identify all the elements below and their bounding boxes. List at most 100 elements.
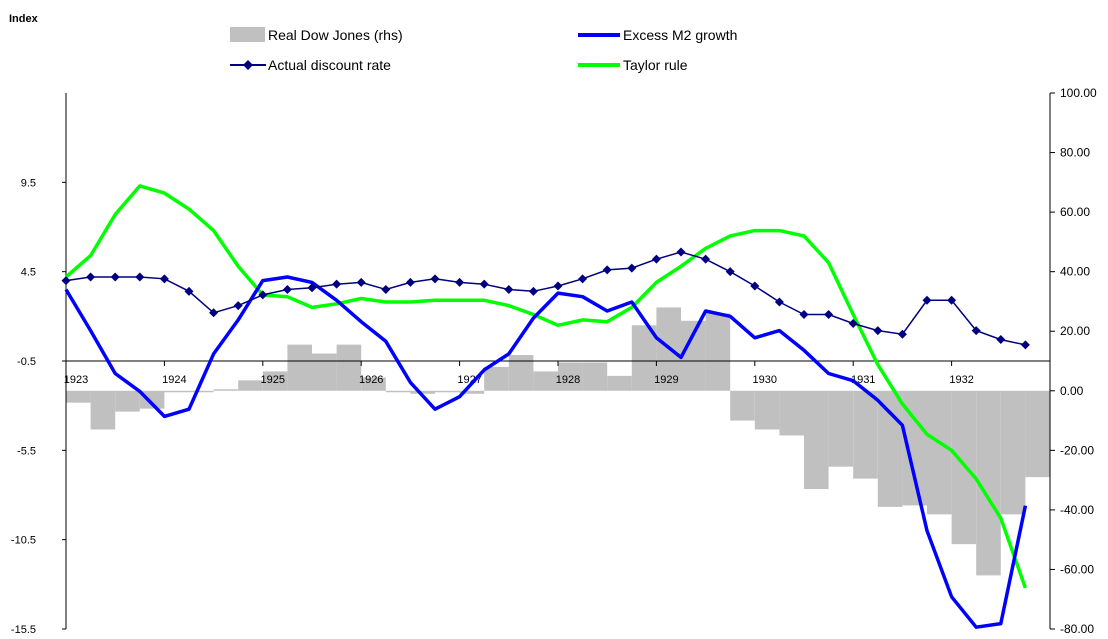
x-tick-label: 1930 [753, 374, 777, 386]
right-tick-label: -80.00 [1060, 622, 1094, 636]
discount-rate-marker [799, 310, 809, 320]
left-tick-label: 4.5 [21, 267, 36, 279]
discount-rate-marker [651, 254, 661, 264]
discount-rate-marker [1020, 340, 1030, 350]
discount-rate-marker [701, 254, 711, 264]
dow-bar [312, 353, 337, 391]
excess-m2-growth-line [64, 275, 1028, 629]
dow-bar [828, 390, 854, 467]
discount-rate-marker [356, 277, 366, 287]
series-lines [61, 184, 1030, 629]
dow-bar [66, 390, 91, 403]
dow-bar [779, 390, 804, 436]
discount-rate-marker [602, 265, 612, 275]
discount-rate-marker [258, 290, 268, 300]
discount-rate-marker [504, 285, 514, 295]
dow-bar [533, 371, 558, 391]
x-tick-label: 1929 [654, 374, 678, 386]
dow-bar [1000, 390, 1026, 515]
left-tick-label: -5.5 [17, 445, 36, 457]
discount-rate-marker [971, 326, 981, 336]
x-tick-label: 1928 [556, 374, 580, 386]
discount-rate-marker [996, 335, 1006, 345]
dow-bar [484, 366, 509, 391]
dow-bar [754, 390, 780, 430]
dow-bar [115, 390, 140, 412]
discount-rate-marker [553, 281, 563, 291]
dow-bar [410, 390, 435, 394]
discount-rate-marker [86, 272, 96, 282]
actual-discount-rate-line [65, 251, 1026, 346]
right-tick-label: 0.00 [1060, 384, 1084, 398]
discount-rate-marker [110, 272, 120, 282]
dow-bar [877, 390, 903, 507]
dow-bar [262, 371, 288, 391]
dow-bar [508, 355, 534, 391]
dow-bar [459, 390, 485, 394]
legend-swatch-dow [230, 27, 265, 42]
right-tick-label: 40.00 [1060, 265, 1090, 279]
left-tick-label: -15.5 [11, 624, 36, 636]
discount-rate-marker [750, 281, 760, 291]
dow-bar [951, 390, 977, 545]
dow-bar [582, 362, 608, 391]
right-tick-label: -20.00 [1060, 443, 1094, 457]
discount-rate-marker [61, 276, 71, 286]
dow-bar [558, 362, 583, 391]
dow-bar [1025, 390, 1050, 478]
discount-rate-marker [824, 310, 834, 320]
left-tick-label: 9.5 [21, 177, 36, 189]
discount-rate-marker [233, 301, 243, 311]
discount-rate-marker [479, 279, 489, 289]
discount-rate-marker [725, 267, 735, 277]
x-tick-label: 1923 [64, 374, 88, 386]
x-tick-label: 1925 [261, 374, 285, 386]
dow-bar [927, 390, 952, 515]
discount-rate-marker [405, 277, 415, 287]
dow-bar [730, 390, 755, 421]
dow-bar [435, 390, 460, 393]
discount-rate-marker [282, 285, 292, 295]
right-tick-label: -60.00 [1060, 562, 1094, 576]
discount-rate-marker [947, 295, 957, 305]
dow-bar [705, 313, 731, 391]
x-tick-label: 1926 [359, 374, 383, 386]
legend-swatch-discount-marker [243, 60, 253, 70]
legend-label-discount: Actual discount rate [268, 57, 391, 73]
discount-rate-marker [307, 283, 317, 293]
discount-rate-marker [922, 295, 932, 305]
x-tick-label: 1924 [162, 374, 186, 386]
dow-bars [66, 307, 1050, 576]
discount-rate-marker [455, 277, 465, 287]
dow-bar [607, 375, 632, 391]
dow-bar [385, 390, 411, 393]
right-tick-label: -40.00 [1060, 503, 1094, 517]
discount-rate-marker [430, 274, 440, 284]
right-tick-label: 80.00 [1060, 146, 1090, 160]
legend-label-taylor: Taylor rule [623, 57, 688, 73]
right-tick-label: 20.00 [1060, 324, 1090, 338]
taylor-rule-line [64, 184, 1028, 589]
dow-bar [631, 325, 657, 391]
dow-bar [336, 344, 362, 391]
left-tick-label: -10.5 [11, 535, 36, 547]
dow-bar [287, 344, 312, 391]
discount-rate-marker [578, 274, 588, 284]
dow-bar [238, 380, 263, 391]
dow-bar [853, 390, 878, 479]
dow-bar [213, 389, 239, 391]
discount-rate-marker [873, 326, 883, 336]
discount-rate-marker [848, 318, 858, 328]
legend-label-m2: Excess M2 growth [623, 27, 737, 43]
legend-label-dow: Real Dow Jones (rhs) [268, 27, 403, 43]
discount-rate-marker [528, 286, 538, 296]
dow-bar [804, 390, 829, 490]
dow-bar [164, 390, 189, 393]
dow-bar [189, 390, 214, 393]
x-tick-label: 1932 [949, 374, 973, 386]
discount-rate-marker [135, 272, 145, 282]
left-tick-label: -0.5 [17, 356, 36, 368]
discount-rate-marker [184, 286, 194, 296]
dow-bar [361, 377, 386, 391]
